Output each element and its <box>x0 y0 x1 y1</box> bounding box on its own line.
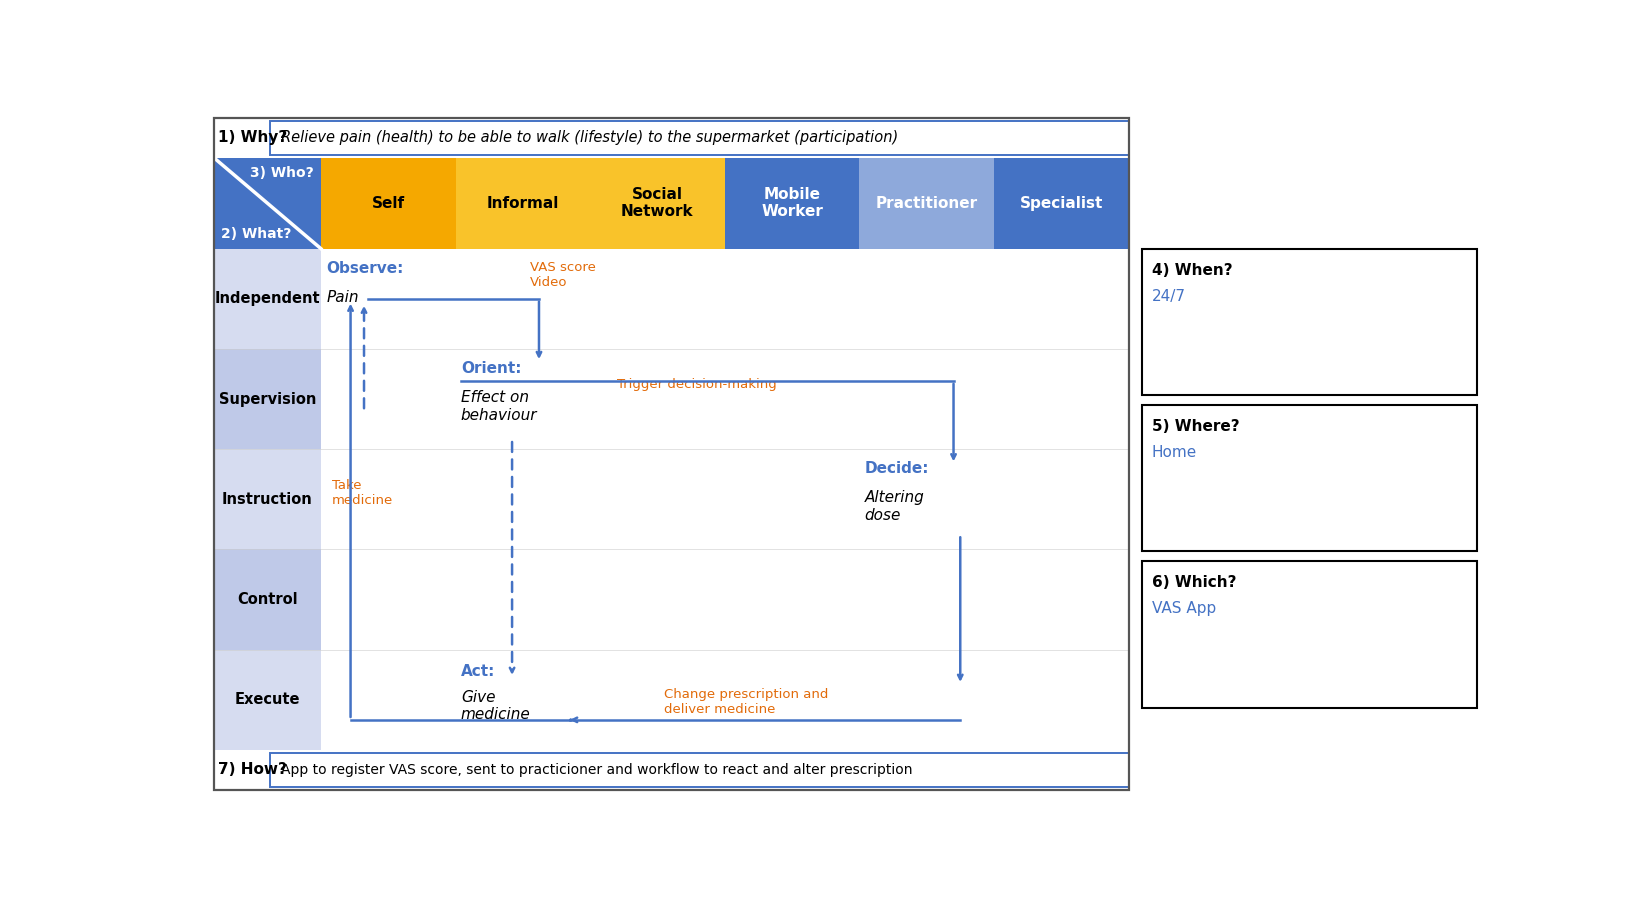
Bar <box>214 550 322 649</box>
Text: Relieve pain (health) to be able to walk (lifestyle) to the supermarket (partici: Relieve pain (health) to be able to walk… <box>282 130 899 145</box>
Text: Change prescription and
deliver medicine: Change prescription and deliver medicine <box>665 688 828 716</box>
Text: 3) Who?: 3) Who? <box>251 165 314 180</box>
Bar <box>322 550 1129 649</box>
Text: Trigger decision-making: Trigger decision-making <box>617 377 777 391</box>
Text: Self: Self <box>371 196 404 211</box>
Bar <box>214 449 322 550</box>
Text: Take
medicine: Take medicine <box>332 480 393 507</box>
Bar <box>322 249 1129 349</box>
Text: 24/7: 24/7 <box>1152 289 1186 304</box>
Bar <box>322 349 1129 449</box>
Text: 2) What?: 2) What? <box>221 227 292 241</box>
Text: Specialist: Specialist <box>1020 196 1102 211</box>
Text: Home: Home <box>1152 445 1196 460</box>
Text: VAS score
Video: VAS score Video <box>530 260 596 288</box>
Text: App to register VAS score, sent to practicioner and workflow to react and alter : App to register VAS score, sent to pract… <box>282 763 912 777</box>
Text: Pain: Pain <box>327 290 358 305</box>
Text: Control: Control <box>238 592 297 607</box>
FancyBboxPatch shape <box>271 753 1129 787</box>
Text: Mobile
Worker: Mobile Worker <box>761 187 823 219</box>
Text: Decide:: Decide: <box>865 462 929 476</box>
Text: Supervision: Supervision <box>219 392 317 407</box>
Text: Informal: Informal <box>487 196 559 211</box>
Text: Instruction: Instruction <box>223 492 314 506</box>
Bar <box>322 158 455 249</box>
Text: Practitioner: Practitioner <box>876 196 978 211</box>
Bar <box>214 118 1129 790</box>
Bar <box>322 649 1129 750</box>
FancyBboxPatch shape <box>1142 405 1477 551</box>
Bar <box>322 449 1129 550</box>
Text: 1) Why?: 1) Why? <box>218 130 287 145</box>
Bar <box>993 158 1129 249</box>
Bar <box>214 158 1129 249</box>
Text: Social
Network: Social Network <box>620 187 693 219</box>
Text: Orient:: Orient: <box>460 361 521 376</box>
Text: Act:: Act: <box>460 664 495 679</box>
Text: 4) When?: 4) When? <box>1152 262 1233 277</box>
Text: VAS App: VAS App <box>1152 602 1216 616</box>
Bar <box>591 158 724 249</box>
Bar <box>455 158 591 249</box>
FancyBboxPatch shape <box>1142 561 1477 708</box>
Text: Give
medicine: Give medicine <box>460 690 531 722</box>
Bar <box>860 158 993 249</box>
FancyBboxPatch shape <box>271 121 1129 154</box>
Bar <box>724 158 860 249</box>
Text: Execute: Execute <box>234 692 300 708</box>
Text: 7) How?: 7) How? <box>218 762 287 778</box>
Text: Effect on
behaviour: Effect on behaviour <box>460 391 538 423</box>
Text: 6) Which?: 6) Which? <box>1152 575 1236 590</box>
FancyBboxPatch shape <box>1142 249 1477 395</box>
Bar <box>214 349 322 449</box>
Bar <box>214 249 322 349</box>
Bar <box>214 649 322 750</box>
Text: 5) Where?: 5) Where? <box>1152 418 1239 434</box>
Text: Observe:: Observe: <box>327 260 404 276</box>
Text: Independent: Independent <box>214 291 320 306</box>
Text: Altering
dose: Altering dose <box>865 490 924 523</box>
